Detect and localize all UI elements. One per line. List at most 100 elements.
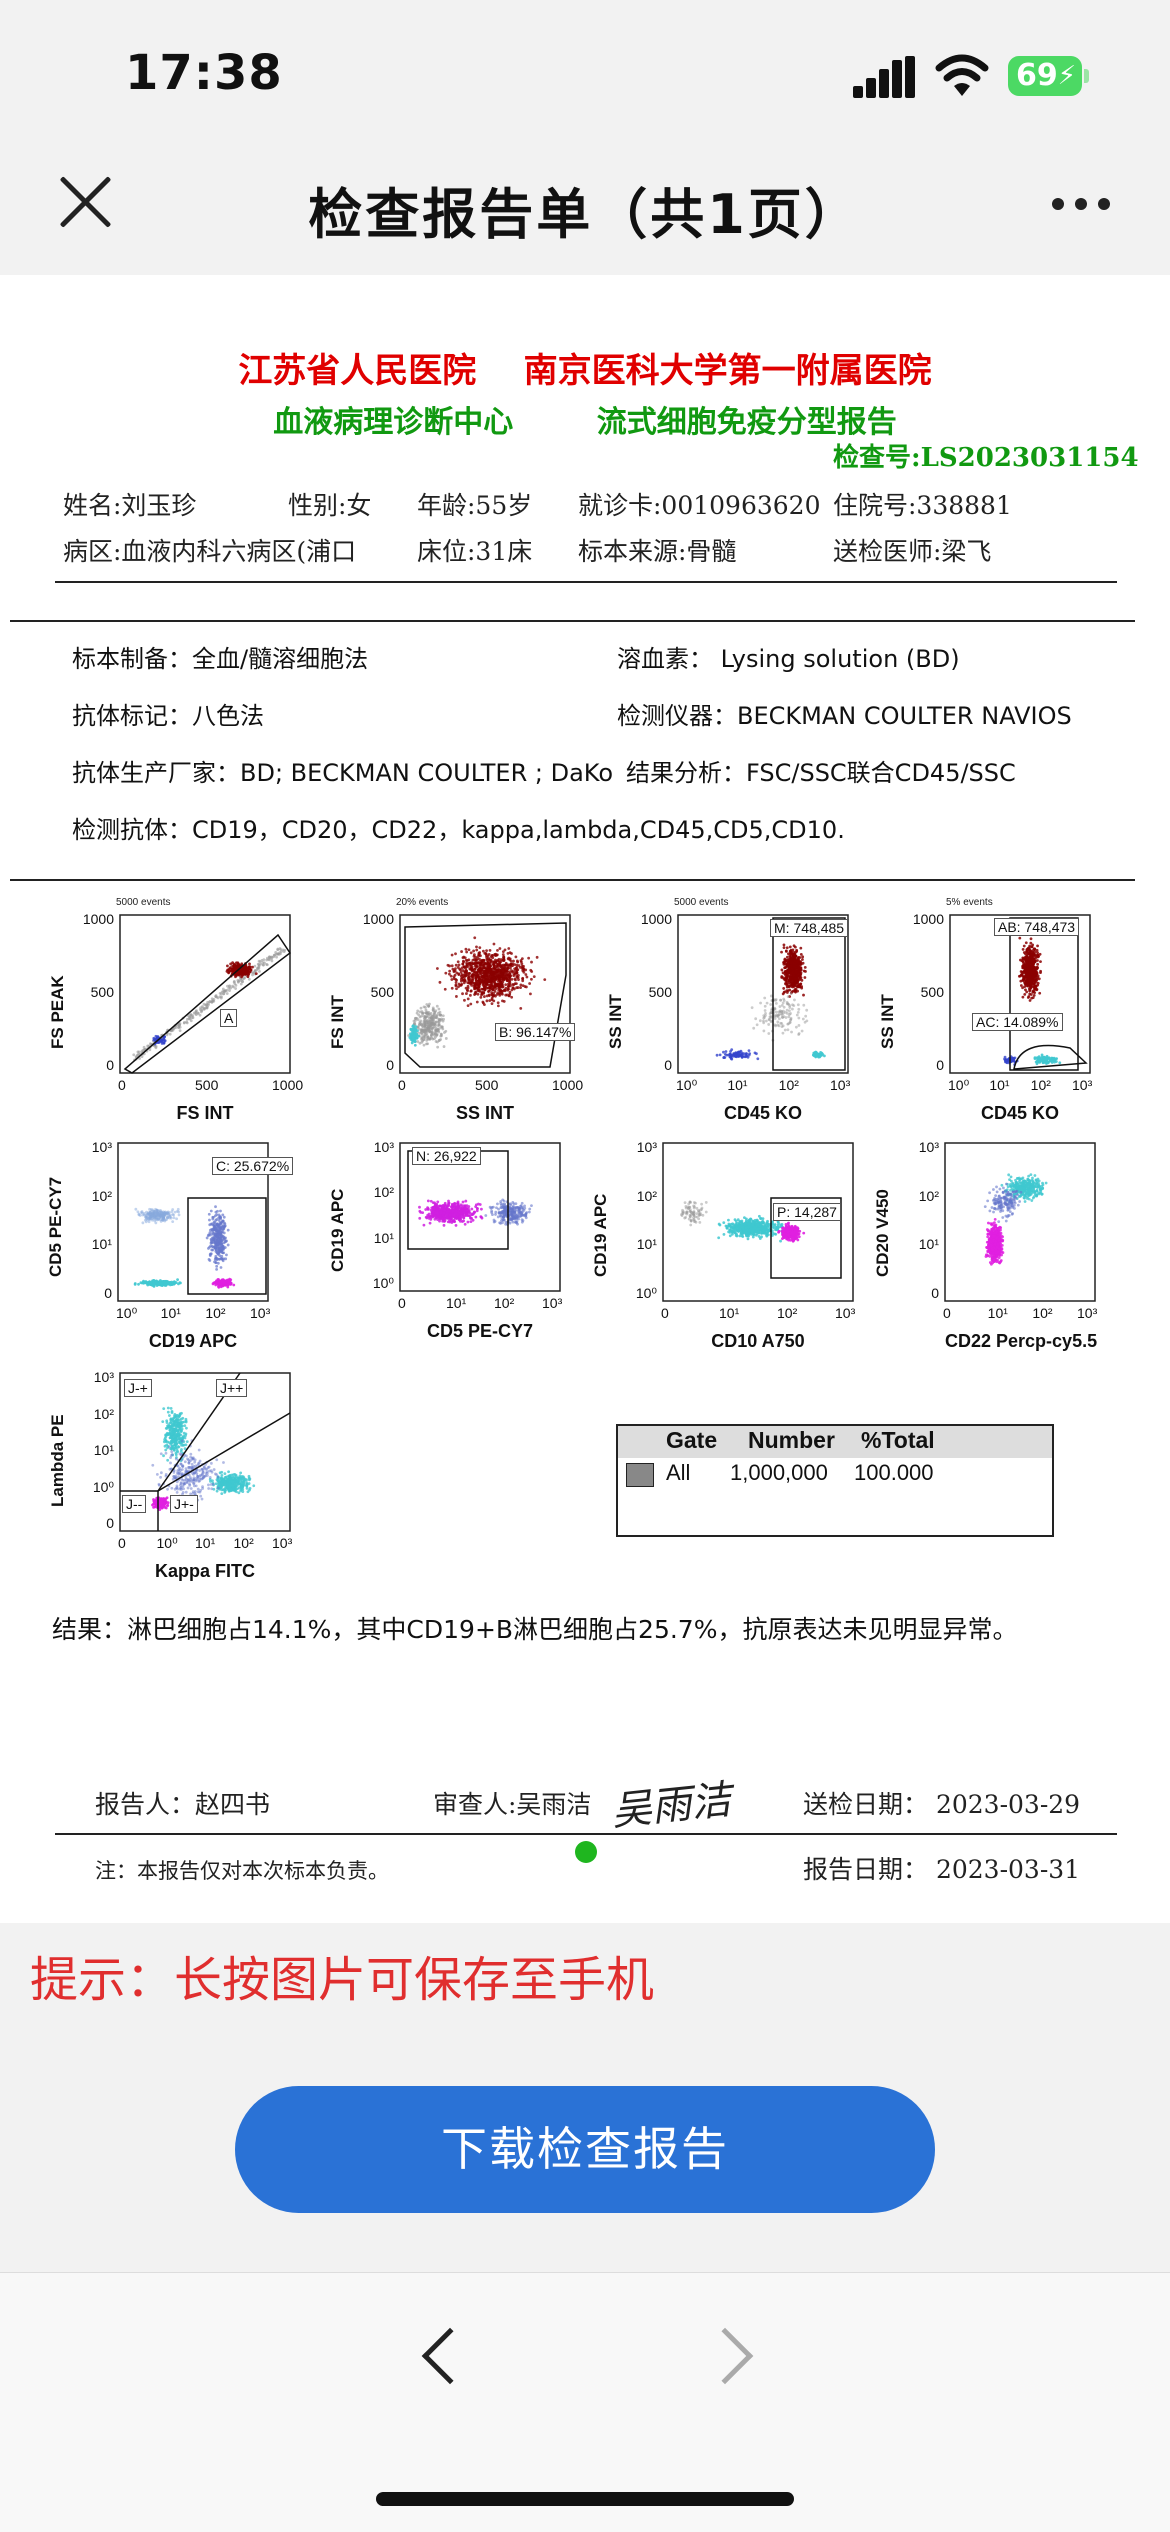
- plot-area: [662, 1142, 854, 1302]
- y-tick-label: 10⁰: [635, 1285, 657, 1301]
- plot-x-axis-label: CD19 APC: [148, 1331, 238, 1351]
- x-tick-label: 0: [398, 1295, 406, 1311]
- plot-3: 5000 events SS INT CD45 KO M: 748,485 1000 50…: [606, 897, 850, 1123]
- y-tick-label: 10²: [373, 1184, 394, 1201]
- gate-label: AB: 748,473: [994, 918, 1080, 936]
- y-tick-label: 10¹: [918, 1236, 939, 1253]
- x-tick-label: 0: [661, 1305, 669, 1321]
- analysis-method: 结果分析：FSC/SSC联合CD45/SSC: [626, 759, 1016, 787]
- x-tick-label: 10⁰: [676, 1077, 698, 1093]
- report-subtitle: 血液病理诊断中心 流式细胞免疫分型报告: [273, 405, 897, 440]
- y-tick-label: 1000: [82, 911, 114, 927]
- wifi-icon: [935, 54, 989, 96]
- divider: [55, 1833, 1117, 1835]
- x-tick-label: 10⁰: [948, 1077, 970, 1093]
- gate-label: J-+: [124, 1379, 152, 1397]
- y-tick-label: 10³: [918, 1139, 939, 1155]
- y-tick-label: 10²: [93, 1405, 114, 1422]
- y-tick-label: 10¹: [373, 1229, 394, 1246]
- plot-area: [119, 914, 292, 1074]
- y-tick-label: 10⁰: [92, 1478, 114, 1495]
- antibody-vendor: 抗体生产厂家：BD; BECKMAN COULTER ; DaKo: [72, 759, 614, 787]
- specimen-prep: 标本制备：全血/髓溶细胞法: [72, 645, 369, 673]
- x-tick-label: 1000: [552, 1077, 584, 1093]
- x-tick-label: 10¹: [446, 1295, 467, 1311]
- y-tick-label: 10²: [918, 1187, 939, 1204]
- bed: 床位:31床: [417, 537, 533, 566]
- y-tick-label: 500: [920, 984, 944, 1000]
- gate-color-swatch: [626, 1463, 654, 1487]
- antibody-marker: 抗体标记：八色法: [72, 702, 264, 730]
- divider: [10, 879, 1135, 881]
- x-tick-label: 10²: [233, 1535, 254, 1551]
- gate-label: N: 26,922: [412, 1147, 481, 1165]
- result-text: 结果：淋巴细胞占14.1%，其中CD19+B淋巴细胞占25.7%，抗原表达未见明…: [52, 1615, 1018, 1644]
- plot-area: [117, 1142, 269, 1302]
- plot-y-axis-label: CD5 PE-CY7: [46, 1176, 65, 1277]
- y-tick-label: 10¹: [636, 1236, 657, 1253]
- patient-age: 年龄:55岁: [417, 491, 533, 520]
- y-tick-label: 10³: [93, 1369, 114, 1385]
- plot-y-axis-label: FS INT: [328, 995, 347, 1049]
- y-tick-label: 0: [106, 1515, 114, 1531]
- referring-doctor: 送检医师:梁飞: [833, 537, 992, 566]
- gate-total: 100.000: [854, 1460, 934, 1485]
- gate-label: J--: [122, 1495, 147, 1513]
- plot-2: 20% events FS INT SS INT B: 96.147% 1000 500 0…: [328, 897, 583, 1123]
- plot-6: CD19 APC CD5 PE-CY7 N: 26,922 10³ 10² 10¹ 10⁰ 0…: [328, 1139, 562, 1341]
- lysis-reagent: 溶血素： Lysing solution (BD): [617, 645, 960, 673]
- plot-x-axis-label: CD22 Percp-cy5.5: [945, 1331, 1098, 1351]
- y-tick-label: 0: [386, 1057, 394, 1073]
- save-tip: 提示：长按图片可保存至手机: [30, 1952, 655, 2008]
- hospital-name: 江苏省人民医院 南京医科大学第一附属医院: [238, 351, 932, 391]
- gate-label: J++: [216, 1379, 248, 1397]
- y-tick-label: 10³: [373, 1139, 394, 1155]
- specimen-source: 标本来源:骨髓: [578, 537, 737, 566]
- plot-x-axis-label: FS INT: [176, 1103, 234, 1123]
- x-tick-label: 10⁰: [156, 1535, 178, 1551]
- plot-x-axis-label: CD10 A750: [711, 1331, 805, 1351]
- disclaimer: 注：本报告仅对本次标本负责。: [95, 1859, 389, 1883]
- gate-label: M: 748,485: [770, 919, 849, 937]
- x-tick-label: 10¹: [719, 1305, 740, 1321]
- green-dot-indicator: [575, 1841, 597, 1863]
- x-tick-label: 10²: [205, 1305, 226, 1321]
- y-tick-label: 1000: [912, 911, 944, 927]
- gate-label: P: 14,287: [773, 1203, 841, 1221]
- x-tick-label: 10²: [778, 1077, 799, 1093]
- report-number: 检查号:LS2023031154: [833, 443, 1139, 473]
- gate-label: J+-: [170, 1495, 198, 1513]
- plot-5: CD5 PE-CY7 CD19 APC C: 25.672% 10³ 10² 10¹ 0 10…: [46, 1139, 294, 1351]
- status-bar: 17:38 69 ⚡: [0, 0, 1170, 150]
- plot-x-axis-label: CD45 KO: [723, 1103, 803, 1123]
- nav-bar: 检查报告单（共1页）: [0, 150, 1170, 275]
- gate-label: AC: 14.089%: [972, 1013, 1063, 1031]
- home-indicator: [376, 2492, 794, 2506]
- x-tick-label: 10²: [1032, 1305, 1053, 1321]
- header-total: %Total: [861, 1427, 935, 1453]
- plot-x-axis-label: Kappa FITC: [154, 1561, 255, 1581]
- inpatient-number: 住院号:338881: [833, 491, 1012, 520]
- x-tick-label: 10¹: [989, 1077, 1010, 1093]
- forward-arrow-icon[interactable]: [696, 2327, 754, 2385]
- plot-x-axis-label: CD5 PE-CY7: [426, 1321, 534, 1341]
- plot-y-axis-label: SS INT: [606, 994, 625, 1049]
- back-arrow-icon[interactable]: [421, 2327, 479, 2385]
- plot-y-axis-label: Lambda PE: [48, 1414, 67, 1507]
- y-tick-label: 500: [648, 984, 672, 1000]
- download-report-button[interactable]: 下载检查报告: [235, 2086, 935, 2213]
- x-tick-label: 10⁰: [116, 1305, 138, 1321]
- x-tick-label: 10²: [1030, 1077, 1051, 1093]
- x-tick-label: 10¹: [195, 1535, 216, 1551]
- x-tick-label: 10³: [830, 1077, 851, 1093]
- divider: [55, 581, 1117, 583]
- plot-area: [949, 914, 1091, 1074]
- more-options-icon[interactable]: [1052, 198, 1121, 214]
- reporter: 报告人：赵四书: [95, 1790, 271, 1819]
- report-image[interactable]: 江苏省人民医院 南京医科大学第一附属医院 血液病理诊断中心 流式细胞免疫分型报告…: [0, 275, 1170, 1923]
- y-tick-label: 1000: [362, 911, 394, 927]
- x-tick-label: 0: [118, 1535, 126, 1551]
- x-tick-label: 10³: [1072, 1077, 1093, 1093]
- patient-name: 姓名:刘玉珍: [63, 491, 197, 520]
- plot-1: 5000 events FS PEAK FS INT A 1000 500 0 0 500 100…: [48, 897, 303, 1123]
